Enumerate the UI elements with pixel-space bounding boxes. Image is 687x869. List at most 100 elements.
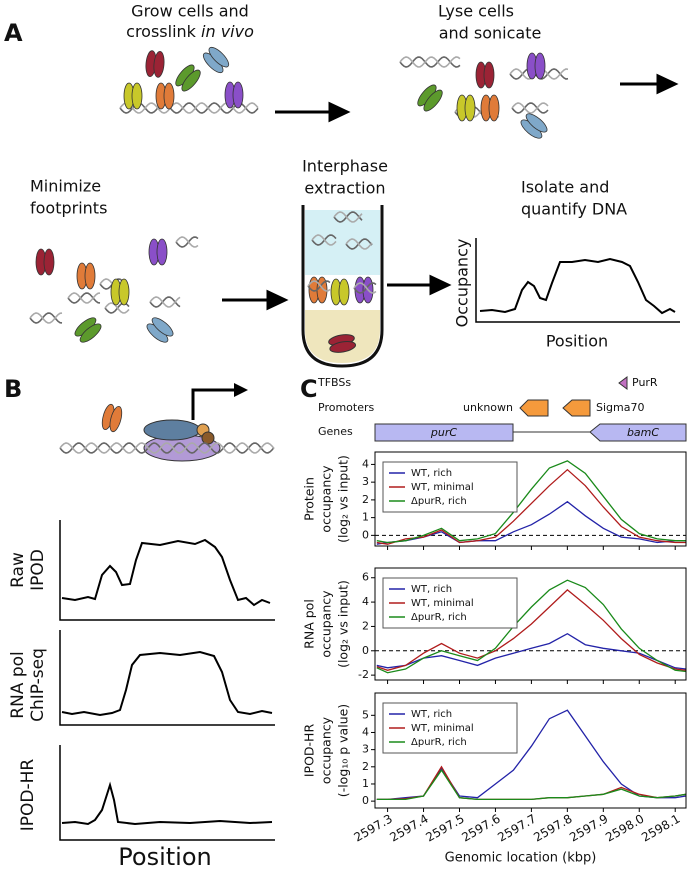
y-axis-label: (log₂ vs input) xyxy=(336,580,351,668)
x-tick-label: 2598.0 xyxy=(603,812,646,845)
legend-label: ΔpurR, rich xyxy=(411,737,467,748)
protein xyxy=(155,82,175,110)
b-plots xyxy=(59,520,275,841)
step-text: Interphase xyxy=(302,157,388,176)
dna xyxy=(59,442,275,454)
protein xyxy=(145,50,165,78)
y-tick-label: 0 xyxy=(362,528,369,541)
gene xyxy=(589,423,687,442)
step-text: in vivo xyxy=(201,22,254,41)
tfbs-label: PurR xyxy=(632,376,658,389)
step-text: footprints xyxy=(30,199,107,218)
sigma xyxy=(201,431,215,445)
protein xyxy=(308,276,328,304)
protein-part xyxy=(464,94,476,122)
y-axis-label: IPOD-HR xyxy=(302,724,317,778)
protein-part xyxy=(84,262,96,290)
legend-label: WT, minimal xyxy=(411,723,474,734)
x-tick-label: 2597.8 xyxy=(531,812,574,845)
promoter-label: Sigma70 xyxy=(596,401,644,414)
y-tick-label: 2 xyxy=(362,619,369,632)
dna xyxy=(104,302,130,314)
protein-part xyxy=(208,46,230,68)
step-text: quantify DNA xyxy=(521,200,627,219)
protein-part xyxy=(181,69,201,92)
step-text: and sonicate xyxy=(439,24,542,43)
x-tick-label: 2597.6 xyxy=(459,812,502,845)
protein xyxy=(224,81,244,109)
protein xyxy=(526,52,546,80)
promoter xyxy=(562,399,591,417)
track-label: Promoters xyxy=(318,401,374,414)
panel-label: A xyxy=(4,19,23,47)
protein-part xyxy=(338,278,350,306)
track-label: RNA pol xyxy=(8,651,28,718)
y-tick-label: 1 xyxy=(362,777,369,790)
protein xyxy=(148,238,168,266)
y-tick-label: 3 xyxy=(362,475,369,488)
y-axis-label: occupancy xyxy=(319,590,334,658)
dna xyxy=(345,238,373,250)
series-line xyxy=(376,468,686,545)
protein-part xyxy=(232,81,244,109)
protein-part xyxy=(534,52,546,80)
legend-label: WT, minimal xyxy=(411,598,474,609)
step-text: Grow cells and xyxy=(131,2,249,21)
series-line xyxy=(376,632,687,670)
x-tick-label: 2597.9 xyxy=(567,812,610,845)
dna xyxy=(511,102,549,114)
protein xyxy=(101,403,123,433)
polymerase xyxy=(143,419,201,441)
protein xyxy=(123,82,143,110)
step-text: Lyse cells xyxy=(438,2,514,21)
dna xyxy=(311,234,337,246)
dna xyxy=(333,211,363,223)
y-axis-label: (-log₁₀ p value) xyxy=(336,704,351,797)
dna xyxy=(175,236,199,248)
dna xyxy=(67,292,101,304)
dna xyxy=(333,211,363,223)
y-tick-label: 4 xyxy=(362,457,369,470)
protein xyxy=(456,94,476,122)
legend-label: ΔpurR, rich xyxy=(411,496,467,507)
step-text: crosslink in vivo xyxy=(126,22,254,41)
protein-part xyxy=(43,248,55,276)
step-text: Minimize xyxy=(30,177,101,196)
y-tick-label: 0 xyxy=(362,644,369,657)
protein-part xyxy=(423,89,443,112)
protein xyxy=(175,64,201,92)
track-label: Genes xyxy=(318,425,353,438)
mini-plot xyxy=(475,238,680,323)
series-line xyxy=(376,769,687,801)
x-tick-label: 2597.7 xyxy=(495,812,538,845)
step-text: Isolate and xyxy=(521,178,609,197)
protein xyxy=(330,278,350,306)
tfbs xyxy=(618,376,628,390)
protein-part xyxy=(163,82,175,110)
axis-label: Occupancy xyxy=(453,239,472,328)
y-tick-label: 6 xyxy=(362,571,369,584)
protein xyxy=(110,278,130,306)
dna xyxy=(29,312,63,324)
track-label: IPOD xyxy=(28,549,48,591)
y-tick-label: 4 xyxy=(362,595,369,608)
series-line xyxy=(376,765,687,801)
dna xyxy=(67,292,101,304)
y-tick-label: 5 xyxy=(362,708,369,721)
protein-part xyxy=(156,238,168,266)
x-tick-label: 2597.4 xyxy=(387,812,430,845)
plot-frame xyxy=(374,567,687,681)
protein xyxy=(475,61,495,89)
track-label: IPOD-HR xyxy=(18,759,38,832)
dna xyxy=(59,442,275,454)
plot-frame xyxy=(374,451,687,547)
protein-part xyxy=(151,317,174,337)
protein xyxy=(328,334,357,353)
legend-box xyxy=(382,702,518,754)
x-tick-label: 2597.3 xyxy=(351,812,394,845)
dna xyxy=(307,280,331,292)
dna xyxy=(311,234,337,246)
dna xyxy=(307,280,331,292)
y-tick-label: 1 xyxy=(362,511,369,524)
panel-label: B xyxy=(4,375,22,403)
